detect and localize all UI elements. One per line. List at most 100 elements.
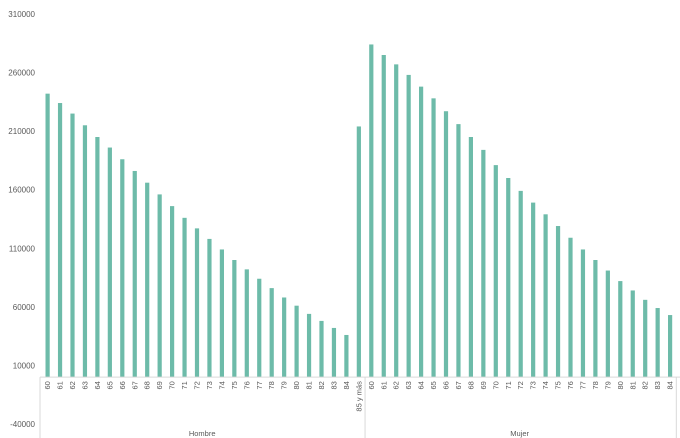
x-tick-label: 67 (454, 381, 463, 389)
x-tick-label: 78 (267, 381, 276, 389)
bar-mujer-60 (369, 44, 374, 378)
bar-hombre-60 (45, 93, 50, 378)
x-tick-label: 82 (317, 381, 326, 389)
bar-hombre-63 (82, 125, 88, 378)
bar-mujer-77 (580, 249, 586, 378)
group-label-mujer: Mujer (510, 429, 529, 438)
bar-mujer-74 (543, 214, 548, 378)
x-tick-label: 79 (280, 381, 289, 389)
y-tick-label: 10000 (13, 361, 36, 370)
bar-hombre-65 (107, 147, 112, 378)
y-tick-label: 310000 (8, 10, 35, 19)
bar-mujer-81 (630, 290, 635, 378)
bar-hombre-84 (344, 334, 349, 378)
x-tick-label: 68 (143, 381, 152, 389)
x-tick-label: 65 (429, 381, 438, 389)
x-tick-label: 75 (230, 381, 239, 389)
bar-hombre-69 (157, 194, 162, 378)
bar-hombre-71 (182, 217, 187, 378)
bar-hombre-83 (331, 327, 337, 378)
bar-hombre-75 (232, 260, 237, 378)
bar-hombre-73 (207, 238, 212, 378)
x-tick-label: 72 (193, 381, 202, 389)
x-tick-label: 70 (168, 381, 177, 389)
x-tick-label: 74 (217, 381, 226, 389)
x-tick-label: 79 (603, 381, 612, 389)
bar-mujer-65 (431, 98, 436, 378)
x-tick-label: 66 (442, 381, 451, 389)
x-tick-label: 78 (591, 381, 600, 389)
x-tick-label: 70 (491, 381, 500, 389)
bar-mujer-68 (468, 137, 473, 378)
bar-hombre-80 (294, 305, 299, 378)
bar-mujer-82 (643, 299, 648, 378)
x-tick-label: 61 (379, 381, 388, 389)
x-tick-label: 61 (56, 381, 65, 389)
x-tick-label: 74 (541, 381, 550, 389)
bar-mujer-75 (555, 226, 561, 378)
bar-mujer-63 (406, 74, 411, 378)
bar-mujer-61 (381, 55, 386, 378)
bar-mujer-73 (531, 202, 536, 378)
y-tick-label: 110000 (9, 244, 36, 253)
x-tick-label: 71 (504, 381, 513, 389)
x-tick-label: 82 (641, 381, 650, 389)
x-tick-label: 66 (118, 381, 127, 389)
x-tick-label: 77 (255, 381, 264, 389)
x-tick-label: 69 (479, 381, 488, 389)
x-axis: 60 61 62 63 64 65 66 67 68 69 70 71 72 73 74 75 76 77 78 79… (39, 376, 680, 438)
y-tick-label: -40000 (10, 420, 35, 429)
y-tick-label: 60000 (13, 303, 36, 312)
bar-hombre-74 (219, 249, 224, 378)
bar-mujer-69 (481, 149, 486, 378)
x-tick-label: 60 (367, 381, 376, 389)
x-tick-label: 67 (130, 381, 139, 389)
bars (45, 44, 673, 378)
bar-mujer-80 (618, 281, 623, 378)
bar-hombre-66 (120, 159, 125, 378)
x-tick-label: 84 (666, 381, 675, 389)
x-tick-label: 69 (155, 381, 164, 389)
bar-hombre-82 (319, 320, 324, 378)
bar-mujer-67 (456, 124, 461, 378)
x-tick-label: 84 (342, 381, 351, 389)
bar-hombre-81 (306, 313, 312, 378)
x-tick-label: 60 (43, 381, 52, 389)
x-tick-label: 75 (554, 381, 563, 389)
bar-hombre-78 (269, 288, 274, 378)
bar-mujer-66 (443, 111, 449, 378)
x-tick-label: 77 (578, 381, 587, 389)
bar-hombre-85-y-más (356, 126, 361, 378)
x-tick-label: 62 (392, 381, 401, 389)
y-tick-label: 260000 (8, 69, 35, 78)
y-tick-label: 160000 (8, 186, 35, 195)
x-tick-label: 63 (404, 381, 413, 389)
bar-mujer-76 (568, 237, 573, 378)
bar-mujer-78 (593, 260, 598, 378)
bar-hombre-68 (145, 182, 150, 378)
bar-mujer-79 (605, 270, 610, 378)
x-tick-label: 83 (653, 381, 662, 389)
bar-mujer-72 (518, 190, 523, 378)
x-tick-label: 85 y más (354, 381, 363, 412)
y-tick-label: 210000 (8, 127, 35, 136)
x-tick-label: 76 (242, 381, 251, 389)
bar-hombre-62 (70, 113, 75, 378)
x-tick-label: 68 (466, 381, 475, 389)
bar-hombre-70 (170, 206, 175, 378)
bar-mujer-62 (394, 64, 399, 378)
bar-mujer-84 (668, 315, 673, 378)
x-tick-label: 80 (292, 381, 301, 389)
x-tick-label: 64 (93, 381, 102, 389)
bar-mujer-83 (655, 308, 660, 378)
bar-mujer-71 (506, 178, 511, 378)
bar-hombre-67 (132, 170, 137, 378)
x-tick-label: 73 (205, 381, 214, 389)
bar-hombre-76 (244, 269, 249, 378)
bar-hombre-64 (95, 137, 100, 378)
bar-mujer-64 (419, 86, 424, 378)
x-tick-label: 81 (628, 381, 637, 389)
x-tick-label: 72 (516, 381, 525, 389)
x-tick-label: 64 (417, 381, 426, 389)
